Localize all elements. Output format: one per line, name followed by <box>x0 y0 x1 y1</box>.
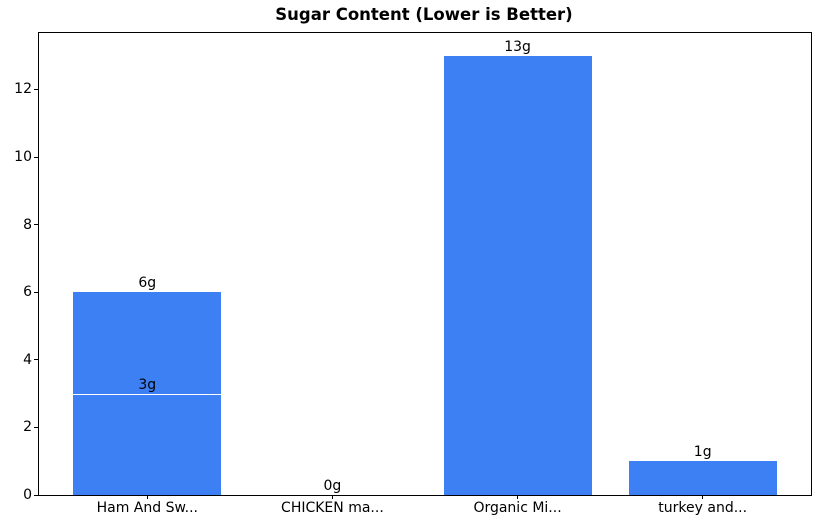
x-tick-mark <box>702 495 704 499</box>
y-tick-label: 4 <box>23 351 32 368</box>
y-tick-label: 0 <box>23 487 32 503</box>
y-tick-label: 6 <box>23 284 32 301</box>
bar-value-label: 6g <box>138 275 157 292</box>
x-tick-mark <box>146 495 148 499</box>
bar-value-label: 3g <box>138 376 157 393</box>
bar-value-label: 13g <box>504 38 531 55</box>
x-tick-label: Ham And Sw... <box>96 500 198 516</box>
x-tick-mark <box>517 495 519 499</box>
bar <box>628 461 777 495</box>
x-tick-label: CHICKEN ma... <box>281 500 384 516</box>
y-tick-label: 8 <box>23 216 32 233</box>
y-tick-label: 2 <box>23 419 32 436</box>
bar-value-label: 0g <box>323 478 342 494</box>
y-tick-mark <box>34 494 38 496</box>
bar-value-label: 1g <box>693 444 712 461</box>
chart-title: Sugar Content (Lower is Better) <box>275 5 573 24</box>
y-tick-mark <box>34 156 38 158</box>
y-tick-label: 12 <box>14 81 32 98</box>
x-tick-mark <box>331 495 333 499</box>
plot-area: 0 2 4 6 8 10 12 Ham And Sw... CHICKEN ma... Organ… <box>14 32 812 516</box>
y-tick-mark <box>34 88 38 90</box>
x-tick-label: turkey and... <box>658 500 748 516</box>
y-tick-mark <box>34 426 38 428</box>
x-tick-label: Organic Mi... <box>473 500 562 516</box>
y-tick-label: 10 <box>14 149 32 166</box>
y-tick-mark <box>34 359 38 361</box>
y-tick-mark <box>34 291 38 293</box>
y-tick-mark <box>34 224 38 226</box>
bar <box>443 55 592 495</box>
bar <box>73 393 222 495</box>
